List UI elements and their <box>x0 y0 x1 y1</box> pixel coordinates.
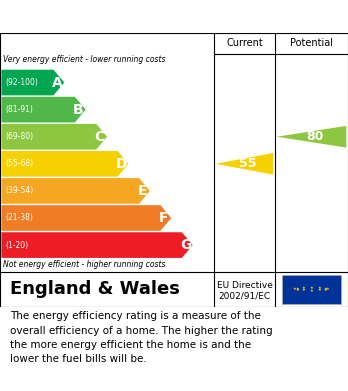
Polygon shape <box>277 126 346 147</box>
Text: ★: ★ <box>295 287 299 291</box>
Polygon shape <box>1 178 150 204</box>
Text: The energy efficiency rating is a measure of the
overall efficiency of a home. T: The energy efficiency rating is a measur… <box>10 311 273 364</box>
Text: (92-100): (92-100) <box>6 78 38 87</box>
Text: ★: ★ <box>326 287 330 291</box>
Text: ★: ★ <box>295 288 299 292</box>
Text: 2002/91/EC: 2002/91/EC <box>219 291 270 300</box>
Text: (69-80): (69-80) <box>6 132 34 141</box>
Polygon shape <box>1 205 171 231</box>
Text: (81-91): (81-91) <box>6 105 33 114</box>
Text: (1-20): (1-20) <box>6 240 29 249</box>
Text: 55: 55 <box>239 157 257 170</box>
Text: Current: Current <box>226 38 263 48</box>
Text: (55-68): (55-68) <box>6 159 34 168</box>
Text: England & Wales: England & Wales <box>10 280 180 298</box>
Polygon shape <box>1 124 107 150</box>
Text: ★: ★ <box>324 288 328 292</box>
Text: ★: ★ <box>318 289 322 292</box>
Text: G: G <box>180 238 191 252</box>
Text: (21-38): (21-38) <box>6 213 33 222</box>
Text: EU Directive: EU Directive <box>216 281 272 290</box>
Text: C: C <box>95 130 105 144</box>
Text: F: F <box>159 211 168 225</box>
Text: ★: ★ <box>310 286 313 290</box>
Text: ★: ★ <box>318 286 322 290</box>
Text: E: E <box>137 184 147 198</box>
Polygon shape <box>1 97 86 122</box>
Text: ★: ★ <box>324 287 328 291</box>
Text: Very energy efficient - lower running costs: Very energy efficient - lower running co… <box>3 56 166 65</box>
Polygon shape <box>216 153 273 175</box>
Polygon shape <box>1 151 128 177</box>
Text: ★: ★ <box>310 289 313 292</box>
Text: A: A <box>52 75 63 90</box>
Text: Potential: Potential <box>290 38 333 48</box>
Text: B: B <box>73 103 84 117</box>
Polygon shape <box>1 232 193 258</box>
Text: Not energy efficient - higher running costs: Not energy efficient - higher running co… <box>3 260 166 269</box>
Text: (39-54): (39-54) <box>6 187 34 196</box>
Text: ★: ★ <box>301 286 305 290</box>
Text: 80: 80 <box>306 130 324 143</box>
Text: ★: ★ <box>293 287 297 291</box>
Text: Energy Efficiency Rating: Energy Efficiency Rating <box>69 10 279 25</box>
Bar <box>282 274 341 304</box>
Text: ★: ★ <box>301 289 305 292</box>
Text: D: D <box>116 157 127 171</box>
Polygon shape <box>1 70 64 95</box>
